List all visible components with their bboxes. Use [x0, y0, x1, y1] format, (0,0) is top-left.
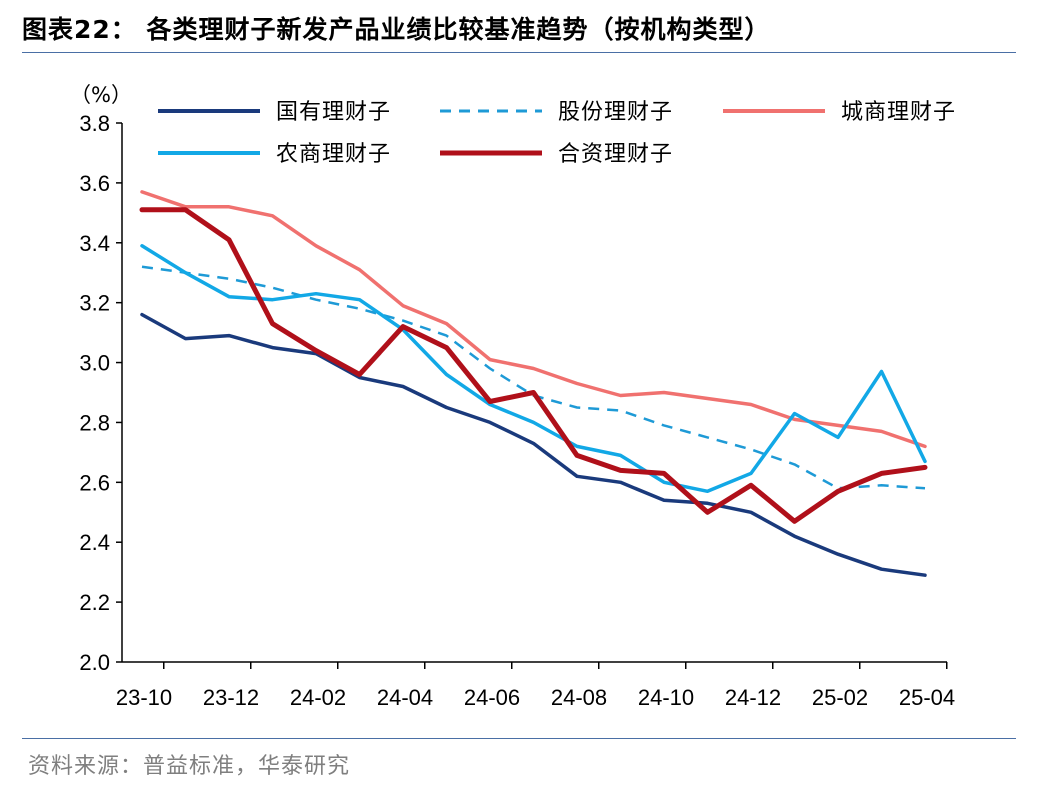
- y-tick-label: 3.4: [79, 231, 110, 256]
- x-tick-label: 24-08: [551, 685, 607, 710]
- x-tick-label: 24-04: [377, 685, 433, 710]
- chart-axes: 2.0 2.2 2.4 2.6 2.8 3.0 3.2 3.4 3.6 3.8 23-10 23-12…: [79, 111, 955, 710]
- x-tick-label: 25-04: [899, 685, 955, 710]
- y-tick-label: 2.6: [79, 470, 110, 495]
- y-tick-label: 2.4: [79, 530, 110, 555]
- y-tick-label: 3.8: [79, 111, 110, 136]
- legend-label-1: 国有理财子: [276, 100, 391, 125]
- source-note: 资料来源：普益标准，华泰研究: [28, 754, 351, 779]
- legend-label-5: 合资理财子: [558, 142, 673, 167]
- bottom-divider: [22, 738, 1016, 739]
- x-tick-label: 24-10: [638, 685, 694, 710]
- y-tick-label: 3.0: [79, 351, 110, 376]
- y-tick-label: 2.0: [79, 650, 110, 675]
- legend-label-3: 城商理财子: [841, 100, 956, 125]
- x-tick-label: 24-06: [464, 685, 520, 710]
- top-divider: [22, 52, 1016, 53]
- legend-label-2: 股份理财子: [558, 100, 673, 125]
- y-axis-unit-label: （%）: [70, 83, 132, 107]
- series-line-1: [140, 312, 927, 577]
- y-tick-label: 3.2: [79, 291, 110, 316]
- x-tick-label: 23-10: [116, 685, 172, 710]
- series-line-3: [140, 190, 927, 449]
- y-tick-label: 3.6: [79, 171, 110, 196]
- y-tick-label: 2.2: [79, 590, 110, 615]
- chart-series: [139, 190, 928, 577]
- y-tick-label: 2.8: [79, 410, 110, 435]
- x-tick-label: 24-12: [725, 685, 781, 710]
- x-tick-label: 24-02: [290, 685, 346, 710]
- figure-title: 图表22： 各类理财子新发产品业绩比较基准趋势（按机构类型）: [22, 15, 771, 44]
- series-line-5: [139, 207, 928, 524]
- x-tick-label: 25-02: [812, 685, 868, 710]
- series-line-4: [140, 244, 927, 494]
- x-tick-label: 23-12: [203, 685, 259, 710]
- legend-label-4: 农商理财子: [276, 142, 391, 167]
